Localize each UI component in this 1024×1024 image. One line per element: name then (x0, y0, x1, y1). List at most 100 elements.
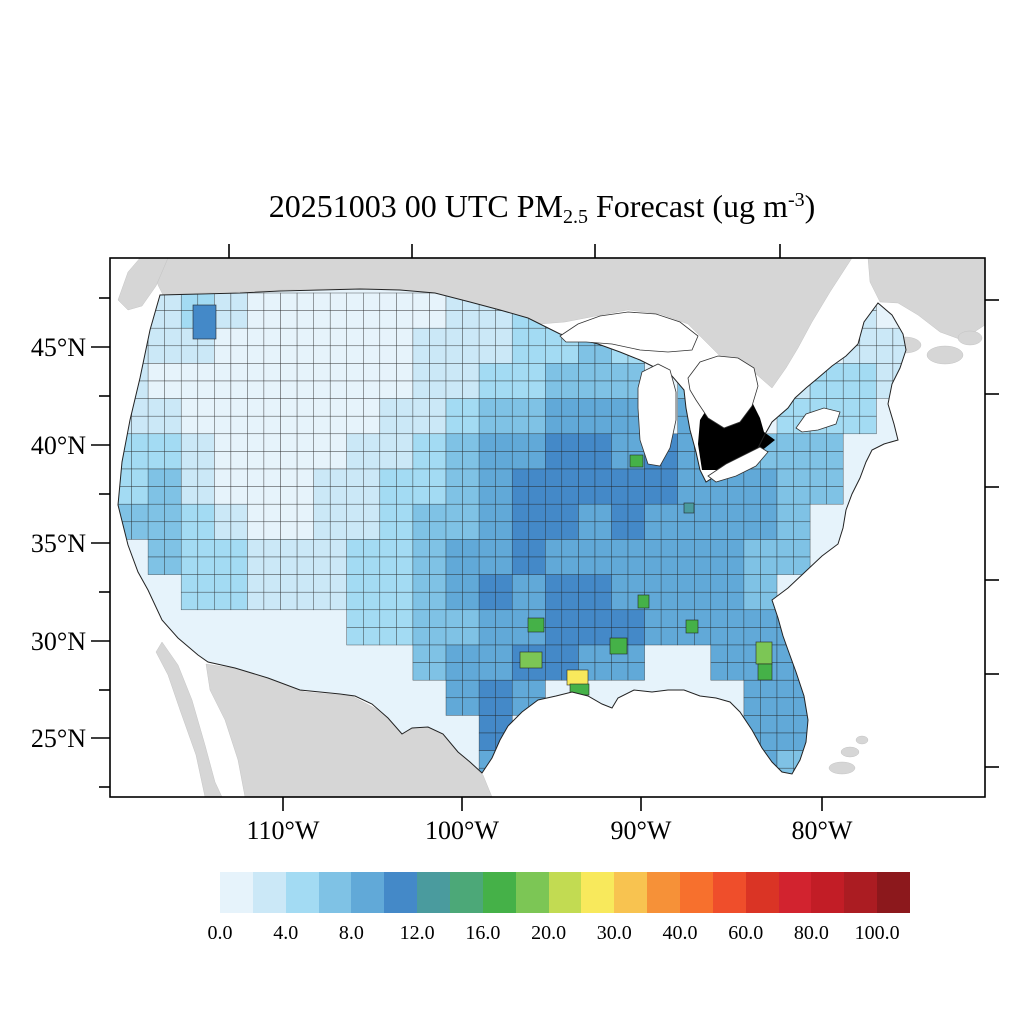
county-cell (842, 415, 861, 435)
colorbar-tick-label: 30.0 (596, 922, 632, 944)
county-cell (793, 503, 811, 523)
neighbor-countries (117, 257, 986, 798)
county-cell (379, 327, 397, 347)
county-cell (263, 380, 281, 399)
county-cell (611, 380, 629, 399)
county-cell (561, 627, 579, 646)
county-cell (611, 398, 629, 417)
county-cell (197, 521, 215, 540)
county-cell (412, 627, 430, 646)
county-cell (247, 486, 265, 505)
county-cell (379, 310, 397, 329)
county-cell (677, 556, 695, 575)
county-cell (263, 451, 281, 470)
county-cell (230, 292, 248, 311)
county-cell (511, 327, 530, 347)
county-cell (611, 521, 629, 540)
county-cell (594, 591, 612, 611)
county-cell (180, 415, 199, 435)
county-cell (363, 486, 381, 505)
bahamas-island (828, 761, 856, 775)
county-cell (131, 451, 149, 470)
county-cell (776, 679, 794, 699)
county-cell (313, 398, 331, 417)
county-cell (578, 451, 596, 470)
county-cell (147, 468, 165, 487)
county-cell (478, 486, 496, 505)
county-cell (230, 415, 248, 435)
county-cell (511, 503, 530, 523)
county-cell (495, 486, 513, 505)
county-cell (379, 627, 397, 646)
county-cell (694, 486, 712, 505)
county-cell (478, 609, 496, 628)
county-cell (545, 591, 563, 611)
county-cell (511, 627, 530, 646)
county-cell (627, 468, 645, 487)
county-cell (545, 345, 563, 364)
county-cell (214, 345, 232, 364)
lat-tick-label: 25°N (31, 724, 86, 753)
county-cell (346, 503, 364, 523)
county-cell (478, 345, 496, 364)
county-cell (578, 468, 596, 487)
county-cell (478, 380, 496, 399)
county-cell (594, 451, 612, 470)
county-cell (429, 415, 447, 435)
bahamas-island (855, 735, 869, 745)
county-cell (313, 310, 331, 329)
county-cell (561, 539, 579, 558)
county-cell (445, 363, 463, 382)
county-cell (280, 310, 298, 329)
county-cell (760, 732, 778, 751)
county-cell (478, 715, 496, 734)
county-cell (445, 451, 463, 470)
county-cell (859, 415, 877, 435)
county-cell (412, 574, 430, 593)
county-cell (710, 662, 728, 681)
county-cell (396, 627, 414, 646)
county-cell (677, 591, 695, 611)
county-cell (528, 574, 546, 593)
lat-tick-label: 30°N (31, 627, 86, 656)
county-cell (247, 503, 265, 523)
county-cell (611, 539, 629, 558)
county-cell (462, 363, 480, 382)
county-cell (147, 486, 165, 505)
county-cell (578, 503, 596, 523)
county-cell (346, 310, 364, 329)
colorbar-cell (252, 872, 286, 913)
county-cell (346, 486, 364, 505)
county-cell (346, 591, 364, 611)
county-cell (313, 521, 331, 540)
county-cell (396, 310, 414, 329)
county-cell (445, 591, 463, 611)
county-cell (528, 433, 546, 452)
county-cell (793, 468, 811, 487)
lat-tick-label: 40°N (31, 431, 86, 460)
county-cell (214, 503, 232, 523)
county-cell (445, 398, 463, 417)
county-cell (313, 415, 331, 435)
colorbar-cell (844, 872, 878, 913)
county-cell (412, 468, 430, 487)
county-cell (280, 521, 298, 540)
county-cell (760, 539, 778, 558)
county-cell (859, 345, 877, 364)
county-cell (263, 327, 281, 347)
county-cell (578, 627, 596, 646)
county-cell (793, 521, 811, 540)
county-cell (495, 451, 513, 470)
county-cell (478, 363, 496, 382)
county-cell (809, 486, 827, 505)
county-cell (611, 609, 629, 628)
county-cell (197, 591, 215, 611)
county-cell (329, 415, 348, 435)
county-cell (611, 486, 629, 505)
county-cell (511, 591, 530, 611)
county-cell (379, 591, 397, 611)
county-cell (743, 486, 761, 505)
county-cell (545, 539, 563, 558)
county-cell (379, 486, 397, 505)
county-cell (131, 468, 149, 487)
